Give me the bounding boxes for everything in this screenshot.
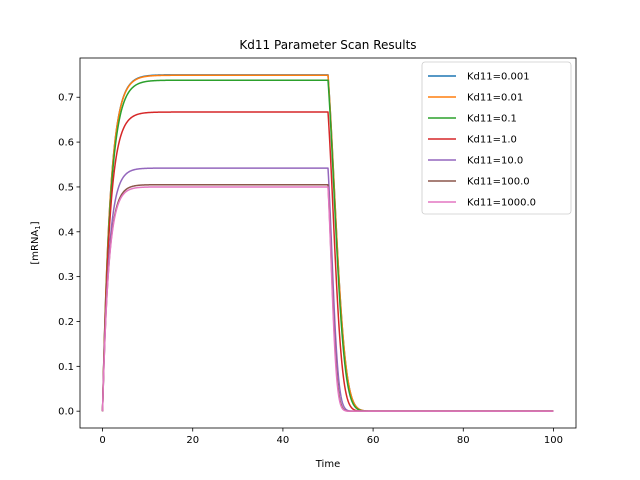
plot-frame xyxy=(79,57,577,429)
y-tick-label: 0.7 xyxy=(58,93,74,104)
legend-box xyxy=(421,61,572,215)
legend: Kd11=0.001 Kd11=0.01 Kd11=0.1 Kd11=1.0 Kd11=… xyxy=(421,61,572,215)
y-tick-label: 0.3 xyxy=(58,272,74,283)
y-tick-label: 0.4 xyxy=(58,227,74,238)
y-tick-label: 0.5 xyxy=(58,182,74,193)
x-tick-label: 80 xyxy=(457,435,470,446)
series-line-6 xyxy=(101,186,554,412)
legend-label-4: Kd11=10.0 xyxy=(467,156,523,167)
y-tick-label: 0.1 xyxy=(58,362,74,373)
x-axis-label: Time xyxy=(315,459,340,470)
legend-label-5: Kd11=100.0 xyxy=(467,177,530,188)
legend-label-3: Kd11=1.0 xyxy=(467,135,517,146)
legend-label-0: Kd11=0.001 xyxy=(467,72,530,83)
y-tick-label: 0.2 xyxy=(58,317,74,328)
legend-label-1: Kd11=0.01 xyxy=(467,93,523,104)
x-tick-label: 40 xyxy=(277,435,290,446)
x-tick-label: 100 xyxy=(544,435,563,446)
x-axis-ticks: 0 20 40 60 80 100 xyxy=(99,428,563,446)
x-tick-label: 60 xyxy=(367,435,380,446)
legend-label-2: Kd11=0.1 xyxy=(467,114,517,125)
y-tick-label: 0.0 xyxy=(58,407,74,418)
x-tick-label: 20 xyxy=(186,435,199,446)
y-axis-label-close: ] xyxy=(30,221,41,225)
chart-title: Kd11 Parameter Scan Results xyxy=(239,38,416,52)
y-axis-ticks: 0.0 0.1 0.2 0.3 0.4 0.5 0.6 0.7 xyxy=(58,93,80,418)
y-tick-label: 0.6 xyxy=(58,138,74,149)
y-axis-label-subscript: 1 xyxy=(34,225,42,229)
plot-series xyxy=(101,74,554,412)
y-axis-label-main: [mRNA xyxy=(30,230,41,265)
x-tick-label: 0 xyxy=(99,435,105,446)
legend-label-6: Kd11=1000.0 xyxy=(467,198,536,209)
y-axis-label: [mRNA1] xyxy=(30,221,42,264)
